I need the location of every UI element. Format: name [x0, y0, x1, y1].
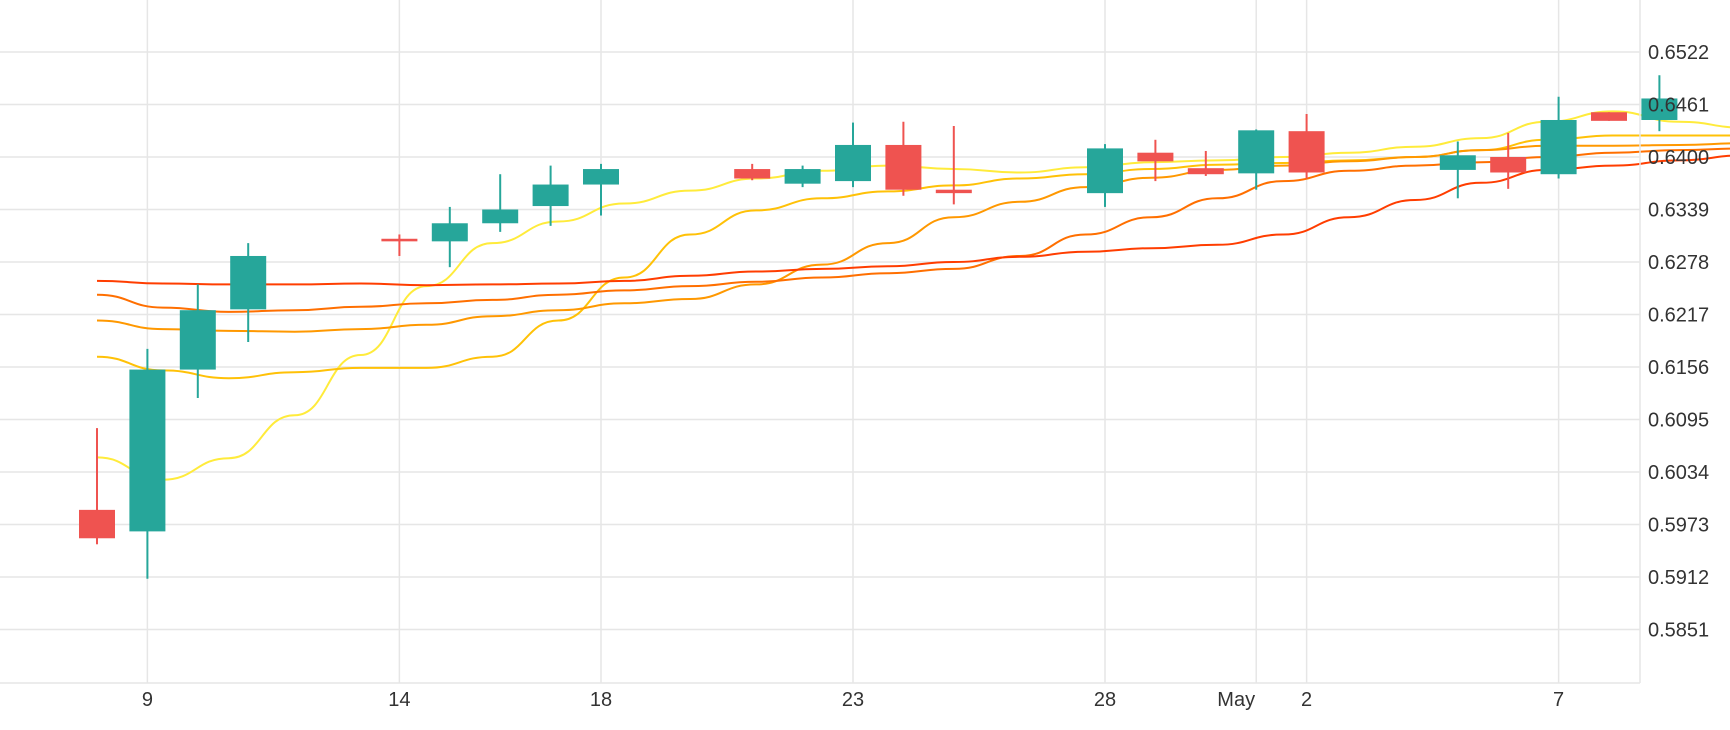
candle-body [583, 169, 619, 185]
ma-line-2 [96, 134, 1730, 380]
x-tick-label: 23 [842, 689, 864, 711]
candle [79, 428, 115, 545]
axes: 0.6522 0.6461 0.6400 0.6339 0.6278 0.6217 0.61… [0, 0, 1709, 711]
moving-average-lines [96, 110, 1730, 481]
candle-body [1238, 130, 1275, 174]
candle-body [1439, 155, 1476, 170]
candle [784, 165, 821, 188]
y-tick-label: 0.6278 [1648, 252, 1709, 274]
candle-body [532, 184, 569, 207]
candle [1288, 113, 1325, 179]
candle-body [230, 255, 267, 310]
candle [1591, 112, 1627, 121]
x-tick-label: May [1217, 689, 1255, 711]
candle-body [1641, 98, 1678, 120]
y-tick-label: 0.6095 [1648, 410, 1709, 432]
candle-body [1591, 112, 1627, 121]
candle-body [734, 169, 771, 179]
candle [1137, 139, 1174, 182]
candle [179, 284, 216, 398]
candle-body [835, 144, 871, 182]
candle-body [129, 369, 166, 532]
candle [835, 122, 871, 188]
candle-body [431, 223, 468, 242]
candles [79, 75, 1678, 579]
x-tick-label: 28 [1094, 689, 1116, 711]
ma-line-5 [96, 154, 1730, 287]
candle-body [1137, 152, 1174, 162]
candle [129, 348, 166, 579]
x-tick-label: 18 [590, 689, 612, 711]
candle-body [1087, 148, 1123, 194]
candle [431, 206, 468, 268]
candle [1490, 132, 1527, 189]
candle [1439, 141, 1476, 199]
y-tick-label: 0.6156 [1648, 357, 1709, 379]
candle [885, 121, 922, 196]
candle [1187, 150, 1224, 176]
x-tick-label: 7 [1553, 689, 1564, 711]
candle [1540, 96, 1577, 179]
candle-body [1288, 131, 1325, 173]
grid [0, 0, 1640, 683]
candle-body [1187, 168, 1224, 175]
candle-body [935, 189, 972, 194]
y-tick-label: 0.6461 [1648, 95, 1709, 117]
candle [230, 243, 267, 343]
y-tick-label: 0.6034 [1648, 462, 1709, 484]
y-tick-label: 0.5912 [1648, 567, 1709, 589]
candle-body [784, 169, 821, 184]
candle [532, 165, 569, 226]
candle-body [79, 509, 115, 539]
x-tick-label: 9 [142, 689, 153, 711]
candle-body [1490, 157, 1527, 173]
y-tick-label: 0.6339 [1648, 200, 1709, 222]
candle [935, 126, 972, 205]
candle [482, 174, 519, 232]
candle [583, 163, 619, 216]
candle [1087, 144, 1123, 207]
candle-body [885, 144, 922, 190]
candle-body [482, 209, 519, 224]
candle-body [1540, 119, 1577, 175]
y-tick-label: 0.6217 [1648, 305, 1709, 327]
y-tick-label: 0.6400 [1648, 147, 1709, 169]
candle [1641, 75, 1678, 132]
y-tick-label: 0.5973 [1648, 515, 1709, 537]
x-tick-label: 14 [388, 689, 410, 711]
y-tick-label: 0.5851 [1648, 620, 1709, 642]
y-tick-label: 0.6522 [1648, 42, 1709, 64]
candle-body [381, 238, 418, 242]
ma-line-3 [96, 142, 1730, 333]
candle [1238, 129, 1275, 190]
x-tick-label: 2 [1301, 689, 1312, 711]
candle [381, 234, 418, 256]
candle-body [179, 310, 216, 370]
candle [734, 163, 771, 181]
